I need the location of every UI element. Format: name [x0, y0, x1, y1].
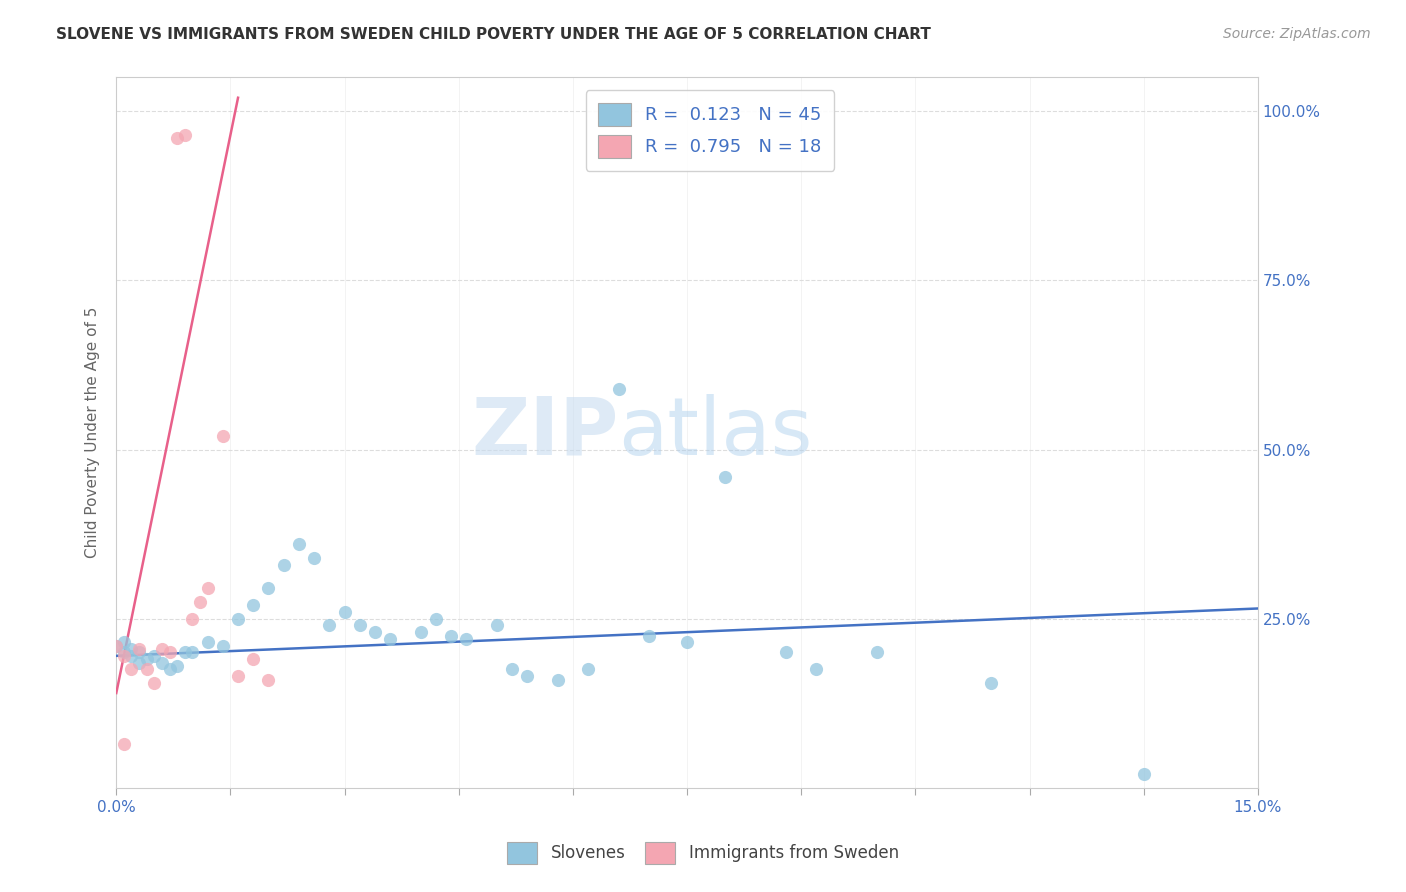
- Point: [197, 581, 219, 595]
- Point: [501, 662, 523, 676]
- Point: [775, 645, 797, 659]
- Point: [173, 128, 195, 142]
- Point: [166, 659, 188, 673]
- Point: [607, 382, 630, 396]
- Point: [121, 642, 143, 657]
- Point: [112, 645, 135, 659]
- Point: [980, 676, 1002, 690]
- Point: [242, 598, 264, 612]
- Point: [714, 469, 737, 483]
- Point: [380, 632, 402, 646]
- Point: [257, 581, 280, 595]
- Point: [105, 639, 128, 653]
- Point: [197, 635, 219, 649]
- Point: [166, 131, 188, 145]
- Point: [456, 632, 478, 646]
- Point: [211, 429, 233, 443]
- Text: ZIP: ZIP: [471, 393, 619, 472]
- Point: [128, 645, 150, 659]
- Point: [333, 605, 356, 619]
- Point: [143, 676, 166, 690]
- Point: [806, 662, 828, 676]
- Point: [150, 656, 173, 670]
- Legend: R =  0.123   N = 45, R =  0.795   N = 18: R = 0.123 N = 45, R = 0.795 N = 18: [585, 90, 834, 170]
- Point: [112, 635, 135, 649]
- Point: [211, 639, 233, 653]
- Point: [1132, 767, 1154, 781]
- Point: [257, 673, 280, 687]
- Point: [485, 618, 508, 632]
- Point: [425, 612, 447, 626]
- Point: [516, 669, 538, 683]
- Text: atlas: atlas: [619, 393, 813, 472]
- Point: [318, 618, 340, 632]
- Point: [576, 662, 599, 676]
- Point: [150, 642, 173, 657]
- Point: [121, 648, 143, 663]
- Point: [409, 625, 432, 640]
- Point: [349, 618, 371, 632]
- Point: [112, 648, 135, 663]
- Point: [273, 558, 295, 572]
- Point: [440, 628, 463, 642]
- Point: [159, 662, 181, 676]
- Point: [188, 595, 211, 609]
- Point: [121, 662, 143, 676]
- Text: Source: ZipAtlas.com: Source: ZipAtlas.com: [1223, 27, 1371, 41]
- Text: SLOVENE VS IMMIGRANTS FROM SWEDEN CHILD POVERTY UNDER THE AGE OF 5 CORRELATION C: SLOVENE VS IMMIGRANTS FROM SWEDEN CHILD …: [56, 27, 931, 42]
- Point: [364, 625, 387, 640]
- Point: [135, 662, 157, 676]
- Point: [143, 648, 166, 663]
- Legend: Slovenes, Immigrants from Sweden: Slovenes, Immigrants from Sweden: [501, 836, 905, 871]
- Point: [676, 635, 699, 649]
- Point: [302, 550, 325, 565]
- Point: [173, 645, 195, 659]
- Point: [112, 737, 135, 751]
- Point: [181, 645, 204, 659]
- Point: [226, 612, 249, 626]
- Point: [242, 652, 264, 666]
- Point: [135, 652, 157, 666]
- Point: [128, 656, 150, 670]
- Y-axis label: Child Poverty Under the Age of 5: Child Poverty Under the Age of 5: [86, 307, 100, 558]
- Point: [638, 628, 661, 642]
- Point: [866, 645, 889, 659]
- Point: [105, 639, 128, 653]
- Point: [128, 642, 150, 657]
- Point: [159, 645, 181, 659]
- Point: [181, 612, 204, 626]
- Point: [226, 669, 249, 683]
- Point: [547, 673, 569, 687]
- Point: [288, 537, 311, 551]
